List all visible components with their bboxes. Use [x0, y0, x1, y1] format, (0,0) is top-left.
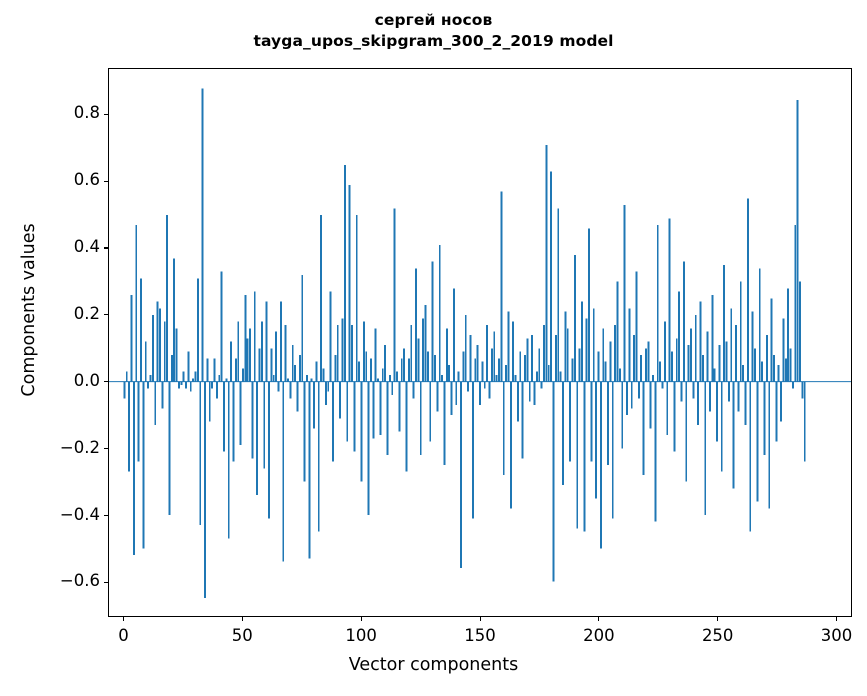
chart-title: сергей носов tayga_upos_skipgram_300_2_2… [0, 10, 867, 52]
y-tick-label: −0.6 [59, 571, 100, 591]
x-tick-mark [122, 617, 125, 621]
y-tick-label: −0.4 [59, 504, 100, 524]
x-tick-label: 100 [345, 626, 377, 645]
y-tick-mark [104, 381, 108, 383]
y-tick-mark [104, 247, 108, 249]
y-tick-label: −0.2 [59, 437, 100, 457]
x-tick-label: 150 [464, 626, 496, 645]
y-tick-mark [104, 180, 108, 182]
x-tick-mark [598, 617, 600, 621]
y-tick-mark [104, 581, 108, 584]
y-tick-label: 0.8 [73, 103, 100, 123]
plot-area [108, 68, 852, 617]
y-tick-label: 0.6 [73, 170, 100, 190]
x-axis-label: Vector components [348, 655, 519, 675]
y-tick-mark [104, 515, 108, 517]
y-tick-label: 0.0 [73, 370, 100, 390]
y-tick-label: 0.4 [73, 236, 100, 256]
x-tick-label: 300 [820, 626, 853, 645]
y-tick-mark [104, 448, 108, 450]
x-tick-label: 200 [583, 626, 615, 645]
x-tick-label: 0 [118, 626, 129, 645]
y-tick-mark [104, 314, 108, 316]
x-tick-mark [241, 617, 243, 621]
y-tick-label: 0.2 [73, 303, 100, 323]
bar-series-canvas [109, 88, 851, 599]
x-tick-label: 50 [231, 626, 253, 645]
x-tick-mark [479, 617, 481, 621]
x-tick-label: 250 [701, 626, 734, 645]
chart-title-line-1: сергей носов [374, 11, 493, 29]
y-tick-mark [104, 113, 108, 115]
x-tick-mark [836, 617, 838, 621]
x-tick-mark [360, 617, 362, 621]
x-tick-mark [717, 617, 719, 621]
y-axis-label: Components values [19, 223, 39, 397]
chart-title-line-2: tayga_upos_skipgram_300_2_2019 model [253, 32, 614, 50]
